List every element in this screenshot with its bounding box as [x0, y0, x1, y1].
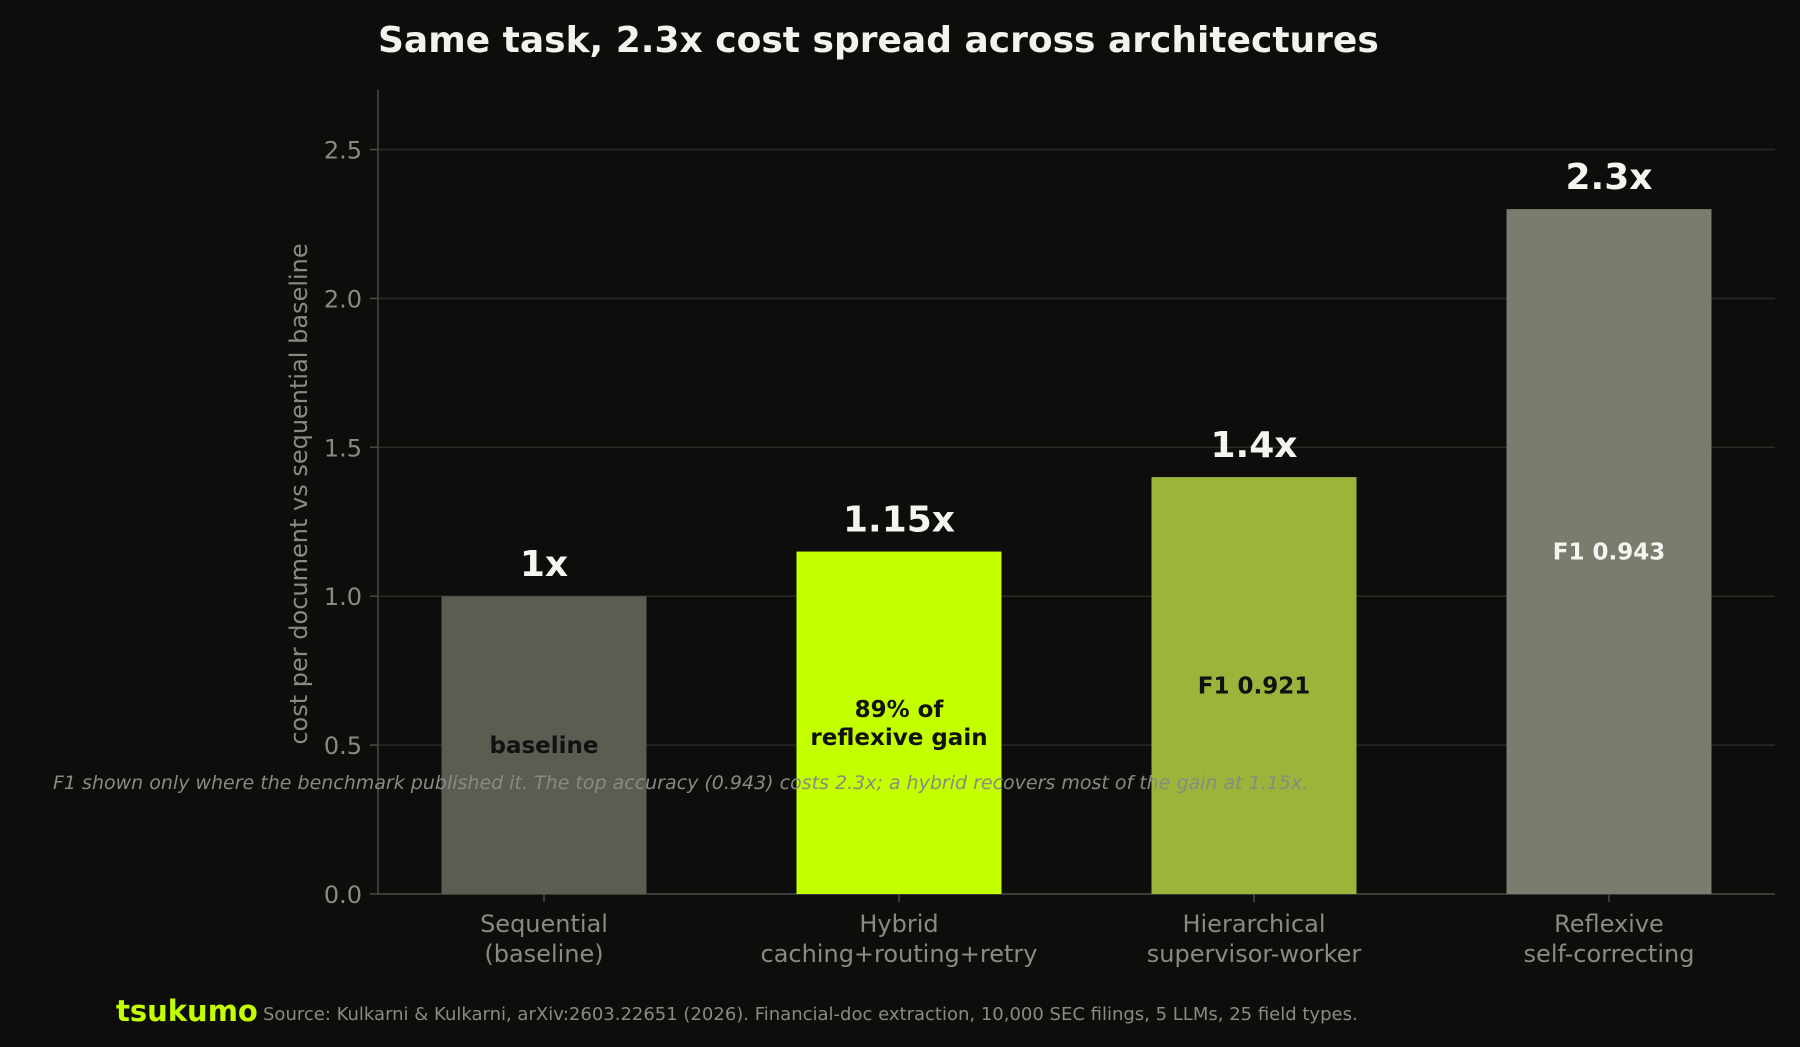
category-label-line: Sequential [480, 910, 608, 938]
value-label-0: 1x [520, 544, 568, 585]
category-label-line: self-correcting [1524, 940, 1695, 968]
y-axis-title: cost per document vs sequential baseline [285, 243, 313, 744]
bar-0 [441, 596, 647, 894]
y-tick-label-5: 2.5 [324, 137, 362, 165]
inner-label-line: F1 0.943 [1553, 540, 1665, 566]
inner-label-0: baseline [489, 733, 598, 759]
source-note: Source: Kulkarni & Kulkarni, arXiv:2603.… [263, 1004, 1358, 1025]
value-label-3: 2.3x [1566, 157, 1653, 198]
inner-label-3: F1 0.943 [1553, 540, 1665, 566]
category-label-line: (baseline) [484, 940, 603, 968]
category-label-1: Hybrid caching+routing+retry [761, 910, 1038, 968]
category-label-0: Sequential (baseline) [480, 910, 608, 968]
bar-2 [1151, 477, 1357, 894]
category-label-line: Hybrid [859, 910, 938, 938]
category-label-line: supervisor-worker [1147, 940, 1362, 968]
inner-label-line: reflexive gain [810, 725, 987, 751]
bar-1 [796, 551, 1002, 894]
category-label-2: Hierarchical supervisor-worker [1147, 910, 1362, 968]
bar-3 [1506, 209, 1712, 895]
brand-logo-text: tsukumo [116, 994, 258, 1028]
labels: 1x baseline Sequential (baseline) 1.15x 89% o… [480, 157, 1694, 968]
y-tick-label-3: 1.5 [324, 434, 362, 462]
value-label-2: 1.4x [1211, 425, 1298, 466]
inner-label-1: 89% of reflexive gain [810, 697, 987, 751]
inner-label-line: 89% of [855, 697, 945, 723]
inner-label-2: F1 0.921 [1198, 674, 1310, 700]
y-tick-label-0: 0.0 [324, 881, 362, 909]
y-tick-label-1: 0.5 [324, 732, 362, 760]
category-label-line: Reflexive [1554, 910, 1664, 938]
chart-title: Same task, 2.3x cost spread across archi… [378, 20, 1379, 61]
inner-label-line: baseline [489, 733, 598, 759]
value-label-1: 1.15x [843, 500, 955, 541]
bars [441, 209, 1712, 895]
category-label-3: Reflexive self-correcting [1524, 910, 1695, 968]
chart-annotation: F1 shown only where the benchmark publis… [53, 772, 1308, 794]
inner-label-line: F1 0.921 [1198, 674, 1310, 700]
category-label-line: Hierarchical [1182, 910, 1325, 938]
y-tick-label-4: 2.0 [324, 285, 362, 313]
category-label-line: caching+routing+retry [761, 940, 1038, 968]
y-tick-label-2: 1.0 [324, 583, 362, 611]
